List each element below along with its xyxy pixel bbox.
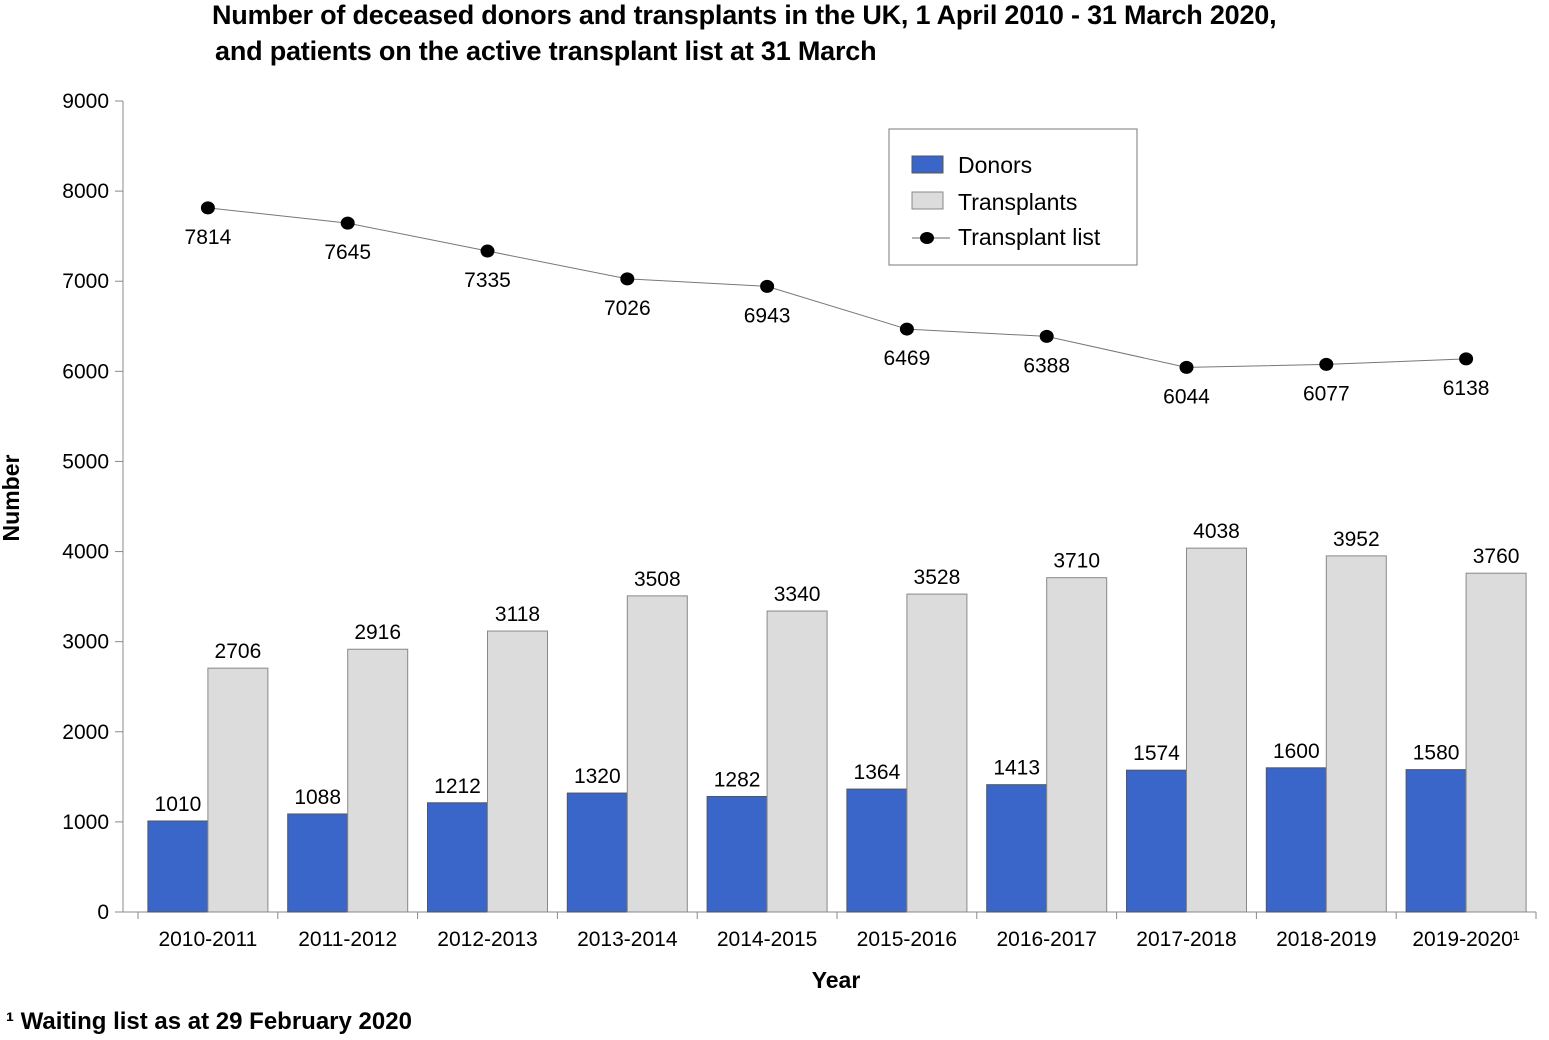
data-labels: 1010 2706 1088 2916 1212 3118 1320 3508 1282 3340… <box>155 226 1520 816</box>
transplant-list-point <box>760 279 775 293</box>
donors-data-label: 1364 <box>854 761 901 784</box>
transplant-list-point <box>1319 357 1334 371</box>
transplants-data-label: 2916 <box>354 621 401 644</box>
transplants-data-label: 2706 <box>215 640 262 663</box>
transplant-list-point <box>1179 360 1194 374</box>
y-tick-label: 2000 <box>62 721 109 744</box>
x-tick-label: 2012-2013 <box>437 928 537 951</box>
y-tick-label: 4000 <box>62 541 109 564</box>
y-tick-label: 8000 <box>62 180 109 203</box>
legend-label-transplants: Transplants <box>958 189 1077 215</box>
donors-bar <box>846 788 908 913</box>
chart-title-line-1: Number of deceased donors and transplant… <box>212 0 1277 30</box>
transplant-list-point <box>899 322 914 336</box>
y-tick-label: 7000 <box>62 270 109 293</box>
y-tick-label: 5000 <box>62 450 109 473</box>
transplant-list-data-label: 7335 <box>464 269 511 292</box>
donors-data-label: 1088 <box>294 786 341 809</box>
transplants-bar <box>1465 572 1527 913</box>
donors-data-label: 1574 <box>1133 742 1180 765</box>
donors-data-label: 1600 <box>1273 740 1320 763</box>
transplant-list-line <box>200 201 1474 374</box>
donors-data-label: 1212 <box>434 775 481 798</box>
chart-plot: 0 1000 2000 3000 4000 5000 6000 7000 8000 9000 201… <box>0 90 1537 993</box>
x-tick-label: 2017-2018 <box>1136 928 1236 951</box>
transplant-list-data-label: 7026 <box>604 297 651 320</box>
transplants-data-label: 3118 <box>495 603 540 626</box>
transplant-list-polyline <box>207 207 1467 368</box>
donors-data-label: 1413 <box>993 757 1040 780</box>
transplants-data-label: 3508 <box>634 568 681 591</box>
transplants-data-label: 3340 <box>774 583 821 606</box>
transplants-bar <box>626 595 688 913</box>
legend: Donors Transplants Transplant list <box>888 128 1138 266</box>
y-tick-label: 3000 <box>62 631 109 654</box>
x-tick-label: 2013-2014 <box>577 928 678 951</box>
donors-bar <box>566 792 628 913</box>
donors-bar <box>147 820 209 913</box>
donors-data-label: 1282 <box>714 768 761 791</box>
transplant-list-point <box>340 216 355 230</box>
transplants-data-label: 3710 <box>1053 550 1100 573</box>
donors-bar <box>1126 769 1187 913</box>
transplants-data-label: 3760 <box>1473 545 1520 568</box>
transplant-list-data-label: 7645 <box>324 241 371 264</box>
x-tick-label: 2015-2016 <box>857 928 957 951</box>
x-tick-label: 2011-2012 <box>298 928 397 951</box>
y-tick-label: 0 <box>97 901 109 924</box>
x-tick-label: 2018-2019 <box>1276 928 1376 951</box>
donors-data-label: 1320 <box>574 765 621 788</box>
donors-data-label: 1010 <box>155 793 202 816</box>
donors-bar <box>1265 767 1327 913</box>
transplant-list-point <box>620 272 635 286</box>
donors-bar <box>706 795 768 913</box>
x-tick-label: 2016-2017 <box>996 928 1096 951</box>
transplant-list-point <box>1459 352 1474 366</box>
transplant-list-point <box>200 201 215 215</box>
transplant-list-data-label: 6388 <box>1023 354 1070 377</box>
chart-title: Number of deceased donors and transplant… <box>0 0 1549 75</box>
legend-swatch-donors <box>911 155 944 174</box>
legend-label-transplant-list: Transplant list <box>958 224 1101 250</box>
x-axis-title: Year <box>812 967 861 993</box>
legend-label-donors: Donors <box>958 152 1032 178</box>
axes: 0 1000 2000 3000 4000 5000 6000 7000 8000 9000 201… <box>62 90 1537 951</box>
transplant-list-data-label: 6469 <box>884 347 931 370</box>
chart-title-line-2: and patients on the active transplant li… <box>215 36 877 66</box>
y-axis-title: Number <box>0 455 24 542</box>
donors-data-label: 1580 <box>1413 742 1460 765</box>
transplants-bar <box>487 630 548 913</box>
y-tick-label: 6000 <box>62 360 109 383</box>
bars <box>147 547 1527 913</box>
donors-bar <box>427 802 488 913</box>
transplants-bar <box>207 667 269 913</box>
transplants-bar <box>906 593 968 913</box>
transplant-list-data-label: 6943 <box>744 304 791 327</box>
transplants-bar <box>1186 547 1247 913</box>
donors-bar <box>1405 769 1467 913</box>
transplants-bar <box>347 648 409 913</box>
x-tick-label: 2014-2015 <box>717 928 817 951</box>
transplants-data-label: 3952 <box>1333 528 1380 551</box>
transplant-list-data-label: 7814 <box>185 226 232 249</box>
transplant-list-data-label: 6077 <box>1303 382 1350 405</box>
x-tick-label: 2010-2011 <box>158 928 257 951</box>
transplant-list-data-label: 6138 <box>1443 377 1490 400</box>
donors-bar <box>986 784 1048 913</box>
y-tick-label: 1000 <box>62 811 109 834</box>
transplant-list-data-label: 6044 <box>1163 385 1210 408</box>
x-tick-label: 2019-2020¹ <box>1412 928 1519 951</box>
legend-swatch-transplants <box>911 191 944 210</box>
transplants-bar <box>1325 555 1387 913</box>
y-tick-label: 9000 <box>62 90 109 113</box>
donors-bar <box>287 813 349 913</box>
transplant-list-point <box>480 244 495 258</box>
legend-marker-transplant-list <box>920 232 934 244</box>
transplants-data-label: 4038 <box>1193 520 1240 543</box>
transplants-data-label: 3528 <box>914 566 961 589</box>
transplants-bar <box>766 610 828 913</box>
transplant-list-point <box>1039 329 1054 343</box>
footnote: ¹ Waiting list as at 29 February 2020 <box>6 1008 412 1035</box>
transplants-bar <box>1046 577 1108 913</box>
